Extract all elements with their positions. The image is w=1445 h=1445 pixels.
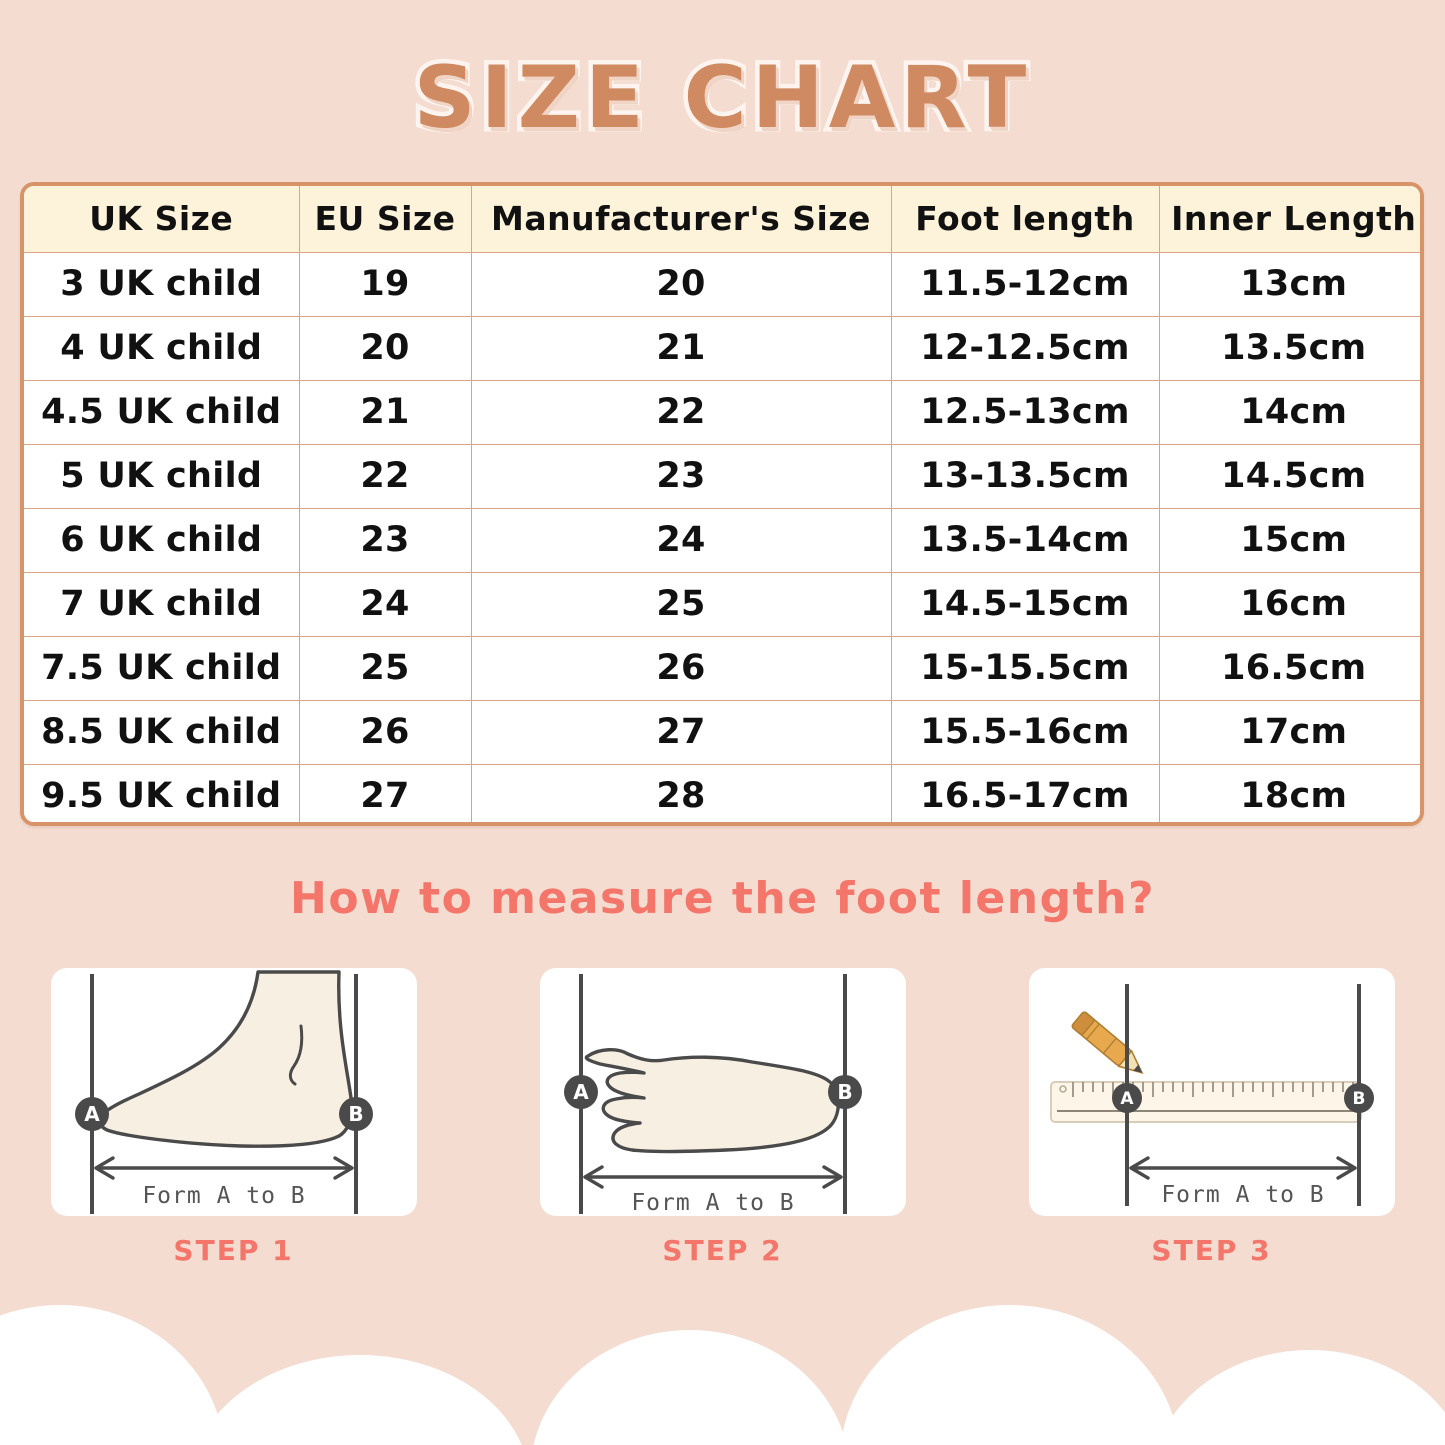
step-1-caption: Form A to B [142,1183,305,1209]
step-3: A B Form A to B STEP 3 [1028,968,1395,1268]
column-header-uk-size: UK Size [24,186,300,253]
size-table-container: UK Size EU Size Manufacturer's Size Foot… [20,182,1424,826]
cell-uk-size: 4 UK child [24,315,300,381]
cell-eu-size: 26 [298,699,472,765]
cell-uk-size: 7.5 UK child [24,635,300,701]
marker-a-circle [1111,1083,1142,1113]
cell-inner-length: 15cm [1158,507,1420,573]
cell-uk-size: 3 UK child [24,251,300,317]
step-3-caption: Form A to B [1161,1182,1324,1208]
cell-manufacturer-size: 26 [470,635,892,701]
step-2: A B Form A to B STEP 2 [539,968,906,1268]
marker-a-label: A [84,1102,100,1126]
step-3-illustration-card: A B Form A to B [1028,968,1395,1216]
marker-b-circle [338,1097,373,1131]
cell-eu-size: 24 [298,571,472,637]
cell-foot-length: 13.5-14cm [890,507,1160,573]
cell-inner-length: 14.5cm [1158,443,1420,509]
marker-a-circle [563,1075,598,1109]
cell-uk-size: 4.5 UK child [24,379,300,445]
cell-eu-size: 21 [298,379,472,445]
column-header-inner-length: Inner Length [1158,186,1420,253]
table-row: 7.5 UK child 25 26 15-15.5cm 16.5cm [24,635,1420,701]
table-header-row: UK Size EU Size Manufacturer's Size Foot… [24,186,1420,253]
table-row: 8.5 UK child 26 27 15.5-16cm 17cm [24,699,1420,765]
steps-container: A B Form A to B STEP 1 [0,968,1445,1268]
cell-manufacturer-size: 23 [470,443,892,509]
step-2-illustration-card: A B Form A to B [539,968,906,1216]
cell-uk-size: 7 UK child [24,571,300,637]
cell-eu-size: 25 [298,635,472,701]
scallop-shape [0,1285,1445,1445]
cell-foot-length: 15.5-16cm [890,699,1160,765]
cell-foot-length: 12-12.5cm [890,315,1160,381]
marker-b-label: B [1352,1089,1365,1109]
cell-foot-length: 12.5-13cm [890,379,1160,445]
table-row: 6 UK child 23 24 13.5-14cm 15cm [24,507,1420,573]
cell-uk-size: 8.5 UK child [24,699,300,765]
marker-a-label: A [573,1080,589,1104]
step-1-illustration-card: A B Form A to B [50,968,417,1216]
cell-foot-length: 14.5-15cm [890,571,1160,637]
cell-eu-size: 22 [298,443,472,509]
cell-uk-size: 5 UK child [24,443,300,509]
cell-foot-length: 15-15.5cm [890,635,1160,701]
table-row: 5 UK child 22 23 13-13.5cm 14.5cm [24,443,1420,509]
column-header-foot-length: Foot length [890,186,1160,253]
foot-top-view-icon: A B Form A to B [563,974,862,1216]
step-2-caption: Form A to B [631,1190,794,1216]
table-row: 3 UK child 19 20 11.5-12cm 13cm [24,251,1420,317]
cell-eu-size: 27 [298,763,472,822]
how-to-measure-heading: How to measure the foot length? [290,873,1155,924]
column-header-manufacturer-size: Manufacturer's Size [470,186,892,253]
ruler-and-pencil-icon: A B Form A to B [1049,984,1374,1208]
cell-foot-length: 11.5-12cm [890,251,1160,317]
table-row: 4.5 UK child 21 22 12.5-13cm 14cm [24,379,1420,445]
cell-eu-size: 19 [298,251,472,317]
cell-manufacturer-size: 24 [470,507,892,573]
cell-inner-length: 18cm [1158,763,1420,822]
bottom-scallop-decoration [0,1285,1445,1445]
cell-inner-length: 17cm [1158,699,1420,765]
cell-eu-size: 20 [298,315,472,381]
cell-inner-length: 16.5cm [1158,635,1420,701]
cell-uk-size: 9.5 UK child [24,763,300,822]
cell-manufacturer-size: 22 [470,379,892,445]
cell-inner-length: 13.5cm [1158,315,1420,381]
cell-eu-size: 23 [298,507,472,573]
table-row: 7 UK child 24 25 14.5-15cm 16cm [24,571,1420,637]
page-title: SIZE CHART [409,44,1032,153]
step-1: A B Form A to B STEP 1 [50,968,417,1268]
column-header-eu-size: EU Size [298,186,472,253]
marker-b-circle [827,1075,862,1109]
table-row: 4 UK child 20 21 12-12.5cm 13.5cm [24,315,1420,381]
cell-foot-length: 13-13.5cm [890,443,1160,509]
cell-foot-length: 16.5-17cm [890,763,1160,822]
foot-side-view-icon: A B Form A to B [74,970,373,1214]
marker-b-circle [1343,1083,1374,1113]
marker-b-label: B [837,1080,852,1104]
cell-manufacturer-size: 25 [470,571,892,637]
marker-a-label: A [1120,1089,1134,1109]
step-2-label: STEP 2 [662,1234,783,1267]
cell-manufacturer-size: 21 [470,315,892,381]
size-table: UK Size EU Size Manufacturer's Size Foot… [24,186,1420,822]
size-table-body: 3 UK child 19 20 11.5-12cm 13cm 4 UK child 20 2… [24,251,1420,822]
table-row: 9.5 UK child 27 28 16.5-17cm 18cm [24,763,1420,822]
cell-inner-length: 16cm [1158,571,1420,637]
cell-uk-size: 6 UK child [24,507,300,573]
step-3-label: STEP 3 [1151,1234,1272,1267]
cell-inner-length: 14cm [1158,379,1420,445]
step-1-label: STEP 1 [173,1234,294,1267]
cell-inner-length: 13cm [1158,251,1420,317]
marker-a-circle [74,1097,109,1131]
cell-manufacturer-size: 27 [470,699,892,765]
cell-manufacturer-size: 20 [470,251,892,317]
title-container: SIZE CHART [0,44,1445,153]
marker-b-label: B [348,1102,363,1126]
cell-manufacturer-size: 28 [470,763,892,822]
